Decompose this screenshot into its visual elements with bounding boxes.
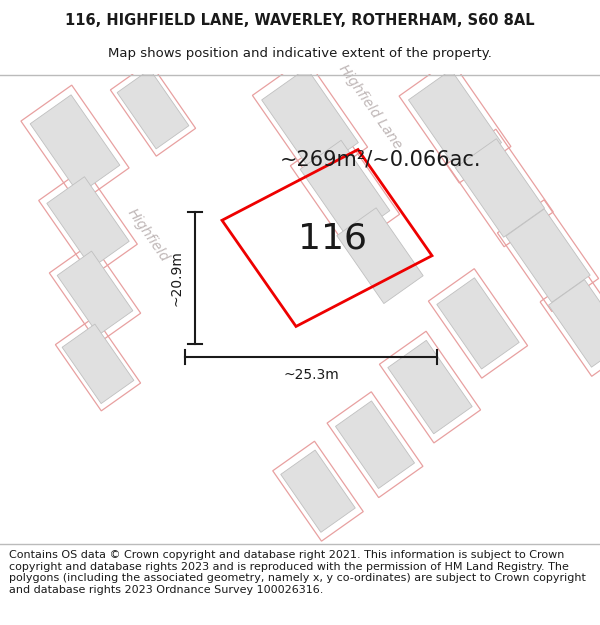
Polygon shape xyxy=(300,140,390,239)
Polygon shape xyxy=(262,68,358,174)
Text: Highfield: Highfield xyxy=(125,206,172,265)
Text: ~269m²/~0.066ac.: ~269m²/~0.066ac. xyxy=(280,149,482,169)
Polygon shape xyxy=(281,450,355,532)
Text: 116: 116 xyxy=(298,221,367,256)
Polygon shape xyxy=(47,177,129,268)
Text: Highfield Lane: Highfield Lane xyxy=(336,62,404,152)
Polygon shape xyxy=(57,251,133,335)
Text: ~25.3m: ~25.3m xyxy=(283,368,339,382)
Polygon shape xyxy=(548,279,600,368)
Text: 116, HIGHFIELD LANE, WAVERLEY, ROTHERHAM, S60 8AL: 116, HIGHFIELD LANE, WAVERLEY, ROTHERHAM… xyxy=(65,13,535,28)
Polygon shape xyxy=(335,401,415,489)
Polygon shape xyxy=(409,70,502,173)
Polygon shape xyxy=(506,209,590,302)
Polygon shape xyxy=(337,208,423,304)
Polygon shape xyxy=(455,139,545,238)
Polygon shape xyxy=(62,324,134,404)
Text: Map shows position and indicative extent of the property.: Map shows position and indicative extent… xyxy=(108,47,492,59)
Text: Contains OS data © Crown copyright and database right 2021. This information is : Contains OS data © Crown copyright and d… xyxy=(9,550,586,595)
Polygon shape xyxy=(117,69,189,149)
Polygon shape xyxy=(437,278,519,369)
Polygon shape xyxy=(388,341,472,434)
Polygon shape xyxy=(30,95,120,194)
Text: ~20.9m: ~20.9m xyxy=(170,250,184,306)
